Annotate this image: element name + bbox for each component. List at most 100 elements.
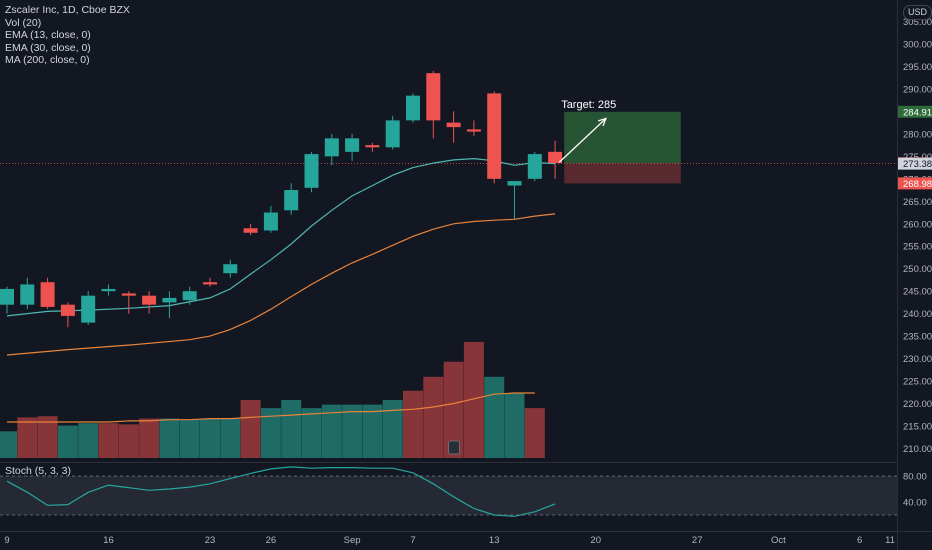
- time-tick-label: 23: [205, 535, 216, 546]
- candle-body: [324, 138, 339, 157]
- time-tick-label: Sep: [344, 535, 361, 546]
- volume-bar: [37, 416, 58, 458]
- candle-body: [101, 288, 116, 292]
- price-tick-label: 225.00: [903, 377, 932, 388]
- indicator-ema30[interactable]: EMA (30, close, 0): [5, 41, 91, 54]
- volume-bar: [362, 404, 383, 458]
- price-tick-label: 290.00: [903, 84, 932, 95]
- candle-body: [243, 228, 258, 233]
- candle-body: [365, 145, 380, 148]
- price-tick-label: 240.00: [903, 309, 932, 320]
- volume-bar: [423, 376, 444, 458]
- time-tick-label: 11: [885, 535, 895, 546]
- price-badge: [898, 157, 932, 170]
- stoch-band: [0, 476, 897, 515]
- candle-body: [466, 129, 481, 132]
- time-tick-label: 9: [4, 535, 9, 546]
- time-tick-label: 7: [410, 535, 415, 546]
- price-tick-label: 215.00: [903, 422, 932, 433]
- price-badge: [898, 177, 932, 190]
- volume-bar: [301, 408, 322, 458]
- candle-body: [345, 138, 360, 152]
- time-tick-label: 26: [266, 535, 277, 546]
- candle-body: [121, 293, 136, 296]
- candle-body: [223, 264, 238, 274]
- volume-bar: [463, 342, 484, 458]
- price-badge-label: 273.38: [903, 159, 932, 170]
- candle-body: [284, 190, 299, 211]
- candle-body: [548, 151, 563, 164]
- candle-body: [20, 284, 35, 305]
- stop-zone: [564, 163, 681, 184]
- price-tick-label: 280.00: [903, 129, 932, 140]
- candle-body: [182, 291, 197, 301]
- volume-bar: [342, 404, 363, 458]
- volume-bar: [200, 418, 220, 458]
- candle-body: [487, 93, 502, 179]
- candle-body: [304, 154, 319, 188]
- chart-legend: Zscaler Inc, 1D, Cboe BZX Vol (20) EMA (…: [5, 4, 130, 67]
- price-badge-label: 268.98: [903, 179, 932, 190]
- price-tick-label: 275.00: [903, 152, 932, 163]
- target-zone: [564, 111, 681, 164]
- price-tick-label: 245.00: [903, 287, 932, 298]
- volume-bar: [179, 419, 200, 458]
- volume-bar: [78, 423, 99, 458]
- candle-body: [446, 122, 461, 128]
- candle-body: [203, 282, 217, 285]
- indicator-vol[interactable]: Vol (20): [5, 16, 42, 29]
- stoch-indicator-label[interactable]: Stoch (5, 3, 3): [5, 465, 71, 477]
- candle-body: [527, 154, 542, 179]
- volume-bar: [504, 393, 525, 458]
- price-tick-label: 305.00: [903, 17, 932, 28]
- candle-body: [0, 288, 14, 305]
- price-badge-label: 284.91: [903, 107, 932, 118]
- stoch-tick-label: 80.00: [903, 472, 927, 483]
- time-tick-label: 20: [590, 535, 601, 546]
- volume-bar: [260, 408, 281, 458]
- currency-button[interactable]: USD: [903, 5, 932, 20]
- ema13-line: [6, 157, 556, 317]
- time-tick-label: Oct: [771, 535, 786, 546]
- volume-ma-line: [7, 392, 535, 423]
- indicator-ema13[interactable]: EMA (13, close, 0): [5, 29, 91, 41]
- time-tick-label: 16: [103, 535, 114, 546]
- price-tick-label: 210.00: [903, 444, 932, 455]
- earnings-icon: [448, 440, 461, 455]
- volume-bar: [240, 400, 261, 458]
- volume-bar: [159, 418, 180, 458]
- price-badge: [898, 105, 932, 118]
- time-tick-label: 13: [489, 535, 500, 546]
- time-tick-label: 6: [857, 535, 862, 546]
- target-arrow: [558, 118, 607, 163]
- symbol-title[interactable]: Zscaler Inc, 1D, Cboe BZX: [5, 4, 130, 16]
- candle-body: [385, 120, 400, 148]
- volume-bar: [17, 417, 38, 458]
- candle-body: [507, 181, 522, 186]
- volume-bar: [220, 418, 241, 458]
- volume-bar: [321, 404, 342, 458]
- price-tick-label: 220.00: [903, 399, 932, 410]
- candle-body: [81, 295, 96, 323]
- volume-bar: [281, 400, 302, 458]
- target-label: Target: 285: [561, 99, 616, 111]
- price-tick-label: 235.00: [903, 332, 932, 343]
- price-tick-label: 230.00: [903, 354, 932, 365]
- time-tick-label: 27: [692, 535, 703, 546]
- volume-bar: [403, 390, 423, 458]
- candle-body: [263, 212, 278, 231]
- stoch-tick-label: 40.00: [903, 498, 927, 509]
- price-tick-label: 265.00: [903, 197, 932, 208]
- volume-bar: [98, 423, 119, 458]
- price-tick-label: 260.00: [903, 219, 932, 230]
- candle-body: [162, 297, 177, 303]
- volume-bar: [484, 376, 505, 458]
- candle-body: [60, 304, 75, 316]
- price-tick-label: 255.00: [903, 242, 932, 253]
- candle-body: [142, 295, 157, 305]
- price-tick-label: 300.00: [903, 39, 932, 50]
- stoch-k-line: [6, 466, 556, 517]
- indicator-ma200[interactable]: MA (200, close, 0): [5, 54, 90, 66]
